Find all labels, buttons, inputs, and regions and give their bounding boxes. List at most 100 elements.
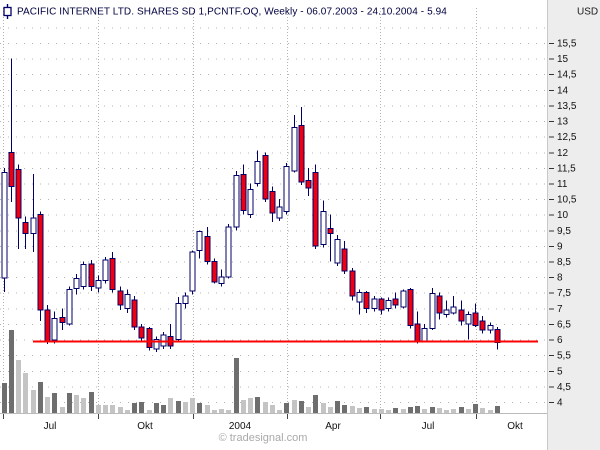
candle-body	[312, 172, 319, 247]
y-tick-label: 9,5	[557, 226, 571, 237]
candle-body	[1, 172, 8, 279]
y-tick-label: 6	[557, 335, 563, 346]
y-tick-label: 4,5	[557, 382, 571, 393]
volume-bar	[313, 395, 318, 413]
candle-body	[88, 263, 95, 287]
volume-bar	[103, 405, 108, 413]
candle-body	[109, 257, 116, 291]
candle-body	[421, 328, 428, 342]
volume-bar	[372, 409, 377, 413]
candle-body	[276, 206, 283, 219]
candle-body	[131, 299, 138, 328]
candle-body	[247, 189, 254, 216]
volume-bar	[154, 403, 159, 413]
candle-body	[182, 295, 189, 305]
candle-body	[465, 314, 472, 325]
candle-body	[80, 264, 87, 287]
candle-body	[414, 323, 421, 342]
volume-bar	[139, 402, 144, 413]
candle-body	[356, 292, 363, 303]
y-tick-label: 14,5	[557, 70, 577, 81]
volume-bar	[364, 407, 369, 413]
volume-bar	[110, 405, 115, 413]
y-tick-label: 4	[557, 398, 563, 409]
candle-body	[124, 293, 131, 309]
volume-bar	[226, 410, 231, 413]
y-tick-label: 12	[557, 148, 569, 159]
time-axis[interactable]: Jul Okt 2004 Apr Jul Okt	[0, 413, 547, 433]
candle-body	[392, 298, 399, 306]
candle-body	[458, 309, 465, 322]
volume-bar	[328, 407, 333, 413]
y-tick-label: 9	[557, 241, 563, 252]
candle-body	[204, 236, 211, 263]
volume-bar	[386, 410, 391, 413]
candle-body	[153, 339, 160, 350]
volume-bar	[393, 408, 398, 413]
candle-body	[8, 151, 15, 188]
volume-bar	[161, 405, 166, 413]
volume-bar	[67, 393, 72, 413]
volume-bar	[212, 410, 217, 413]
volume-bar	[45, 397, 50, 413]
candle-body	[305, 179, 312, 189]
candle-body	[385, 300, 392, 309]
candle-body	[95, 279, 102, 289]
volume-bar	[292, 400, 297, 413]
x-tick-label: Okt	[137, 421, 153, 432]
y-tick-label: 12,5	[557, 132, 577, 143]
volume-bar	[16, 360, 21, 413]
volume-bar	[459, 407, 464, 413]
volume-bar	[299, 401, 304, 413]
x-tick-label: 2004	[229, 421, 252, 432]
candle-body	[15, 168, 22, 219]
candle-body	[327, 228, 334, 234]
volume-bar	[277, 410, 282, 413]
y-tick-label: 7	[557, 304, 563, 315]
y-tick-label: 13,5	[557, 101, 577, 112]
volume-bar	[125, 410, 130, 413]
chart-title: PACIFIC INTERNET LTD. SHARES SD 1,PCNTF.…	[17, 7, 447, 18]
candle-body	[334, 239, 341, 264]
volume-bar	[23, 373, 28, 413]
candle-body	[240, 174, 247, 212]
volume-bar	[415, 406, 420, 413]
y-tick-label: 13	[557, 117, 569, 128]
volume-bar	[81, 398, 86, 413]
price-axis[interactable]: 15,5 15 14,5 14 13,5 13 12,5 12 11,5 11 10,5 10 9,5 9…	[549, 39, 577, 409]
candle-body	[436, 295, 443, 314]
volume-bar	[321, 403, 326, 413]
candle-body	[341, 248, 348, 272]
volume-bar	[342, 405, 347, 413]
candle-body	[117, 290, 124, 306]
candle-body	[218, 276, 225, 284]
candle-body	[363, 292, 370, 309]
candle-body	[160, 334, 167, 347]
candle-body	[320, 211, 327, 245]
volume-bar	[444, 410, 449, 413]
candle-body	[22, 222, 29, 234]
price-axis-strip[interactable]	[548, 0, 600, 450]
volume-bar	[495, 406, 500, 413]
volume-bar	[52, 393, 57, 413]
volume-bar	[9, 330, 14, 413]
volume-bar	[60, 407, 65, 413]
volume-bar	[466, 409, 471, 413]
volume-bar	[357, 408, 362, 413]
y-tick-label: 11,5	[557, 163, 576, 174]
volume-bar	[89, 392, 94, 413]
volume-bar	[437, 408, 442, 413]
candle-body	[196, 231, 203, 251]
candle-body	[443, 309, 450, 316]
candle-body	[472, 312, 479, 327]
currency-label: USD	[577, 7, 598, 18]
candle-body	[175, 303, 182, 341]
volume-bar	[401, 409, 406, 413]
volume-bar	[480, 408, 485, 413]
candle-body	[371, 298, 378, 309]
y-tick-label: 5,5	[557, 351, 571, 362]
candle-body	[146, 328, 153, 348]
candle-body	[283, 165, 290, 213]
